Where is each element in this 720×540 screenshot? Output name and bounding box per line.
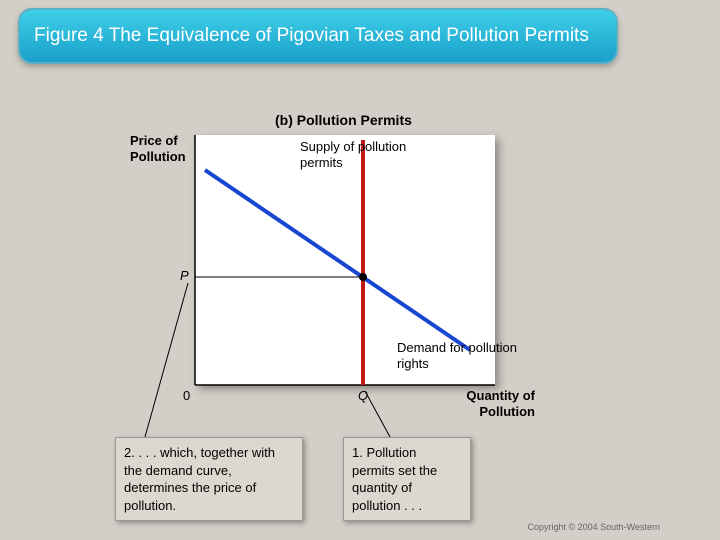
q-label: Q: [358, 388, 368, 404]
note1-box: 1. Pollution permits set the quantity of…: [343, 437, 471, 521]
figure-title: Figure 4 The Equivalence of Pigovian Tax…: [34, 25, 589, 48]
subtitle: (b) Pollution Permits: [275, 112, 412, 128]
note1-text: 1. Pollution permits set the quantity of…: [352, 445, 437, 513]
note2-box: 2. . . . which, together with the demand…: [115, 437, 303, 521]
p-label: P: [180, 268, 189, 284]
pointer-note2: [145, 283, 188, 437]
demand-label: Demand for pollution rights: [397, 340, 517, 373]
figure-title-bar: Figure 4 The Equivalence of Pigovian Tax…: [18, 8, 618, 64]
x-axis-label: Quantity of Pollution: [445, 388, 535, 419]
demand-line: [205, 170, 470, 350]
chart-svg: [165, 130, 525, 490]
copyright: Copyright © 2004 South-Western: [527, 522, 660, 532]
origin-label: 0: [183, 388, 190, 403]
note2-text: 2. . . . which, together with the demand…: [124, 445, 275, 513]
equilibrium-point: [359, 273, 367, 281]
supply-label: Supply of pollution permits: [300, 139, 430, 172]
pointer-note1: [365, 391, 390, 437]
